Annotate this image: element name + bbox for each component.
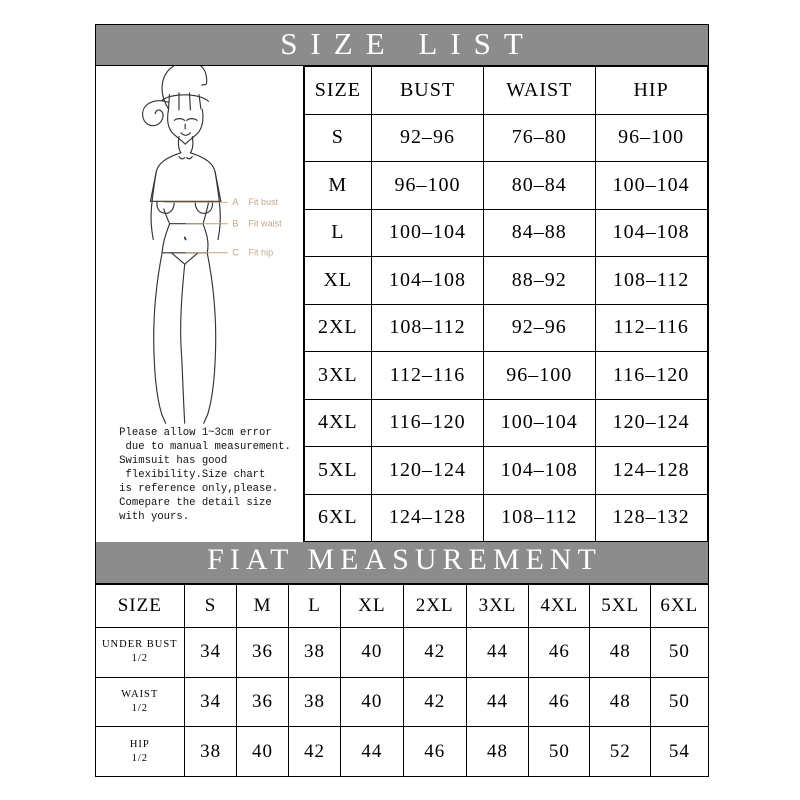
svg-text:A: A	[232, 197, 238, 207]
svg-text:B: B	[232, 219, 238, 229]
svg-text:Fit hip: Fit hip	[249, 248, 274, 258]
svg-text:Fit waist: Fit waist	[249, 219, 283, 229]
svg-text:Fit bust: Fit bust	[249, 197, 279, 207]
svg-text:C: C	[232, 248, 239, 258]
